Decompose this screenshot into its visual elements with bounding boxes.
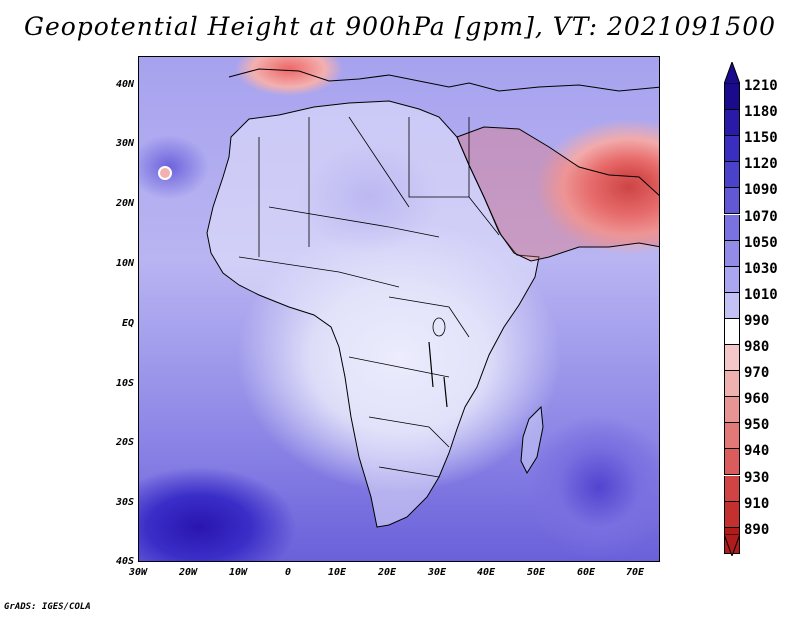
colorbar-swatch — [724, 449, 740, 476]
colorbar-level-label: 890 — [744, 521, 770, 538]
arabia-outline — [456, 126, 659, 262]
lon-label: 70E — [625, 567, 645, 578]
lon-label: 20E — [377, 567, 397, 578]
lon-label: 20W — [178, 567, 198, 578]
madagascar-outline — [520, 405, 544, 475]
lon-label: 60E — [576, 567, 596, 578]
lon-label: 30W — [128, 567, 148, 578]
lat-label: EQ — [121, 318, 134, 329]
colorbar-level-label: 990 — [744, 312, 770, 329]
colorbar-swatch — [724, 371, 740, 398]
colorbar-level-label: 960 — [744, 391, 770, 408]
colorbar-level-label: 1090 — [744, 182, 778, 199]
lon-label: 10E — [327, 567, 347, 578]
colorbar-swatch — [724, 188, 740, 215]
colorbar-swatch — [724, 266, 740, 293]
colorbar-swatch — [724, 345, 740, 372]
lat-label: 10S — [115, 378, 134, 389]
colorbar-swatch — [724, 214, 740, 241]
colorbar-level-label: 1180 — [744, 104, 778, 121]
colorbar-level-label: 1010 — [744, 286, 778, 303]
lat-label: 40N — [115, 79, 134, 90]
lat-label: 30S — [115, 497, 134, 508]
africa-outline — [206, 100, 540, 528]
colorbar-swatch — [724, 397, 740, 424]
colorbar-level-label: 950 — [744, 417, 770, 434]
lat-label: 40S — [115, 556, 134, 567]
colorbar-swatch — [724, 318, 740, 345]
colorbar-level-label: 1150 — [744, 130, 778, 147]
colorbar-level-label: 1030 — [744, 260, 778, 277]
colorbar-level-label: 910 — [744, 495, 770, 512]
colorbar-swatch — [724, 423, 740, 450]
colorbar-swatch — [724, 84, 740, 111]
colorbar-bottom-arrow — [724, 534, 740, 556]
colorbar-level-label: 1210 — [744, 78, 778, 94]
colorbar-level-label: 980 — [744, 339, 770, 355]
colorbar-level-label: 1070 — [744, 208, 778, 225]
colorbar-level-label: 1120 — [744, 156, 778, 173]
colorbar-swatch — [724, 110, 740, 137]
chart-title: Geopotential Height at 900hPa [gpm], VT:… — [23, 12, 777, 41]
continent-outlines — [158, 68, 659, 528]
lat-label: 30N — [115, 138, 134, 149]
colorbar-swatch — [724, 475, 740, 502]
colorbar-level-label: 930 — [744, 469, 770, 486]
colorbar-level-label: 1050 — [744, 234, 778, 251]
lon-label: 10W — [228, 567, 248, 578]
colorbar-level-label: 940 — [744, 443, 770, 460]
europe-coast — [228, 68, 659, 92]
lat-label: 20S — [115, 437, 134, 448]
lon-label: 0 — [284, 567, 292, 578]
lon-label: 50E — [526, 567, 546, 578]
lon-label: 40E — [476, 567, 496, 578]
colorbar-top-arrow — [724, 62, 740, 84]
lat-label: 20N — [115, 198, 134, 209]
map-panel — [138, 56, 660, 562]
colorbar-swatch — [724, 162, 740, 189]
grads-credit: GrADS: IGES/COLA — [4, 602, 91, 612]
colorbar-swatch — [724, 292, 740, 319]
colorbar-swatch — [724, 501, 740, 528]
colorbar-swatch — [724, 240, 740, 267]
colorbar-swatch — [724, 136, 740, 163]
lon-label: 30E — [427, 567, 447, 578]
colorbar-level-label: 970 — [744, 365, 770, 382]
lat-label: 10N — [115, 258, 134, 269]
